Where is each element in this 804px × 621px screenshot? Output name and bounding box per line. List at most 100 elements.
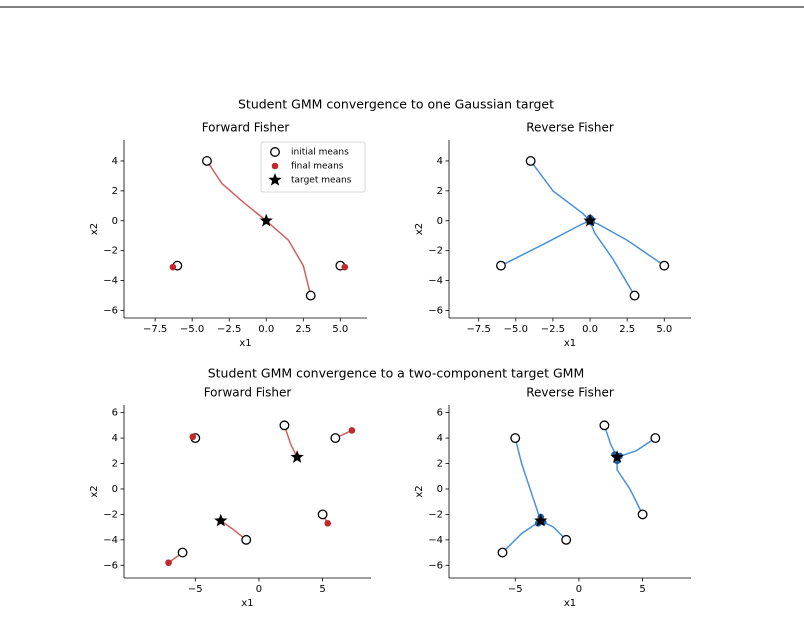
y-tick-label: 4 (437, 156, 443, 167)
x-tick-label: 5.0 (656, 324, 672, 335)
x-tick-label: 5.0 (332, 324, 348, 335)
legend-marker (270, 147, 280, 157)
initial-marker (525, 155, 536, 166)
y-tick-label: 6 (112, 408, 118, 419)
y-tick-label: 4 (112, 433, 118, 444)
initial-marker (650, 433, 661, 444)
final-marker (189, 433, 197, 441)
y-tick-label: 2 (112, 459, 118, 470)
trajectory (206, 160, 267, 222)
x-tick-label: 0.0 (258, 324, 274, 335)
trajectory (616, 437, 656, 458)
target-marker (259, 213, 273, 227)
y-tick-label: 2 (112, 186, 118, 197)
initial-marker (305, 290, 316, 301)
x-tick-label: 0 (256, 584, 262, 595)
legend-label: target means (291, 176, 352, 186)
y-axis-label: x2 (414, 223, 425, 235)
chart-title: Reverse Fisher (526, 121, 614, 135)
x-tick-label: −2.5 (541, 324, 565, 335)
initial-marker (497, 547, 508, 558)
x-tick-label: −2.5 (217, 324, 241, 335)
y-tick-label: −6 (428, 306, 443, 317)
x-tick-label: 2.5 (295, 324, 311, 335)
y-axis-label: x2 (89, 485, 100, 497)
y-tick-label: −4 (428, 276, 443, 287)
legend-label: initial means (291, 148, 349, 158)
legend-box (260, 141, 366, 193)
y-tick-label: 4 (437, 433, 443, 444)
trajectory (265, 220, 312, 296)
y-tick-label: −6 (103, 560, 118, 571)
y-tick-label: −6 (103, 306, 118, 317)
x-axis-label: x1 (564, 338, 576, 349)
trajectory (514, 437, 542, 521)
chart-title: Forward Fisher (202, 121, 290, 135)
figure-title: Student GMM convergence to one Gaussian … (238, 97, 554, 112)
x-tick-label: 0.0 (582, 324, 598, 335)
x-axis-label: x1 (239, 338, 251, 349)
x-tick-label: −5 (508, 584, 523, 595)
y-tick-label: −2 (103, 509, 118, 520)
x-tick-label: −7.5 (143, 324, 167, 335)
target-marker (290, 450, 304, 463)
y-tick-label: 0 (437, 484, 443, 495)
initial-marker (629, 290, 640, 301)
chart-title: Forward Fisher (204, 386, 292, 400)
figure-title: Student GMM convergence to a two-compone… (208, 366, 585, 381)
target-marker (534, 513, 548, 527)
initial-marker (637, 509, 648, 520)
initial-marker (317, 509, 328, 520)
initial-marker (177, 547, 188, 558)
initial-marker (241, 534, 252, 545)
final-marker (169, 263, 177, 271)
trajectory (530, 160, 591, 222)
trajectory (220, 520, 247, 541)
initial-marker (659, 260, 670, 271)
legend-marker (268, 173, 282, 186)
y-tick-label: 0 (112, 216, 118, 227)
trajectory (501, 520, 542, 554)
y-tick-label: 2 (437, 186, 443, 197)
trajectory (616, 457, 644, 515)
y-tick-label: 6 (437, 408, 443, 419)
y-tick-label: −4 (428, 535, 443, 546)
y-tick-label: −2 (103, 246, 118, 257)
legend-label: final means (291, 162, 344, 172)
y-tick-label: 4 (112, 156, 118, 167)
initial-marker (202, 155, 212, 166)
x-tick-label: −5 (188, 584, 203, 595)
x-axis-label: x1 (241, 598, 253, 609)
x-tick-label: 2.5 (619, 324, 635, 335)
y-axis-label: x2 (414, 485, 425, 497)
x-tick-label: 5 (319, 584, 325, 595)
initial-marker (496, 260, 506, 271)
initial-marker (561, 534, 572, 545)
trajectory (589, 220, 636, 296)
x-tick-label: −5.0 (180, 324, 204, 335)
y-tick-label: −6 (428, 560, 443, 571)
target-marker (583, 213, 597, 227)
y-axis-label: x2 (89, 223, 100, 235)
trajectory (283, 425, 298, 458)
final-marker (324, 520, 332, 527)
final-marker (341, 263, 349, 271)
y-tick-label: −2 (428, 246, 443, 257)
trajectory (500, 220, 591, 267)
final-marker (165, 559, 172, 567)
x-tick-label: 5 (639, 584, 645, 595)
target-marker (214, 513, 228, 527)
final-marker (348, 427, 356, 434)
target-marker (610, 450, 624, 463)
x-tick-label: −5.0 (504, 324, 528, 335)
initial-marker (279, 420, 290, 431)
y-tick-label: 2 (437, 459, 443, 470)
x-tick-label: 0 (576, 584, 582, 595)
y-tick-label: −2 (428, 509, 443, 520)
initial-marker (599, 420, 610, 431)
x-tick-label: −7.5 (467, 324, 491, 335)
y-tick-label: 0 (437, 216, 443, 227)
initial-marker (510, 433, 521, 444)
chart-title: Reverse Fisher (526, 386, 614, 400)
